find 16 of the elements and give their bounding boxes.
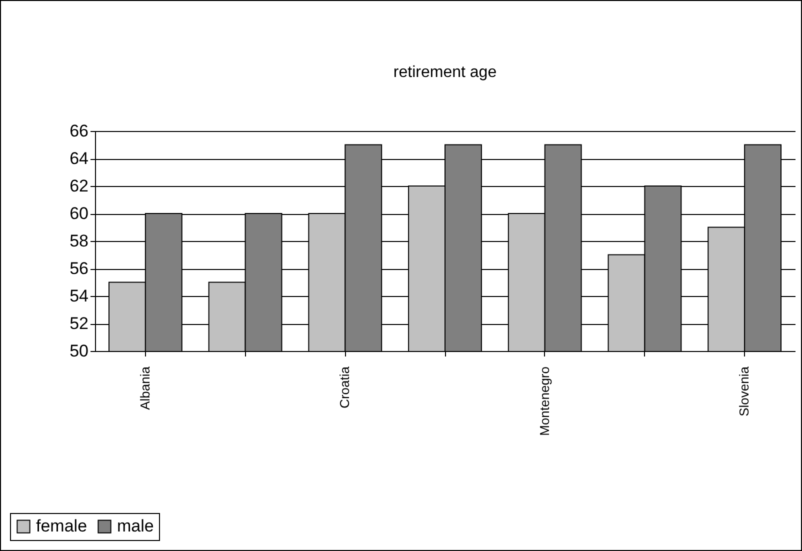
x-tick-label: Montenegro <box>536 366 552 436</box>
y-tick-label: 60 <box>70 204 88 223</box>
x-tick-label: Albania <box>137 366 152 410</box>
y-tick-label: 56 <box>70 259 88 278</box>
x-tick-label: Croatia <box>337 366 352 408</box>
y-tick-label: 62 <box>70 176 88 196</box>
y-tick-label: 66 <box>70 122 88 140</box>
y-tick-label: 50 <box>70 342 88 360</box>
chart-title: retirement age <box>393 64 497 81</box>
y-tick-label: 64 <box>70 149 88 168</box>
y-tick-label: 52 <box>70 314 88 333</box>
x-tick-label: Slovenia <box>736 366 752 416</box>
legend-label: male <box>117 516 154 536</box>
y-tick-label: 58 <box>70 232 88 250</box>
legend-label: female <box>36 516 88 536</box>
y-tick-label: 54 <box>70 286 88 306</box>
